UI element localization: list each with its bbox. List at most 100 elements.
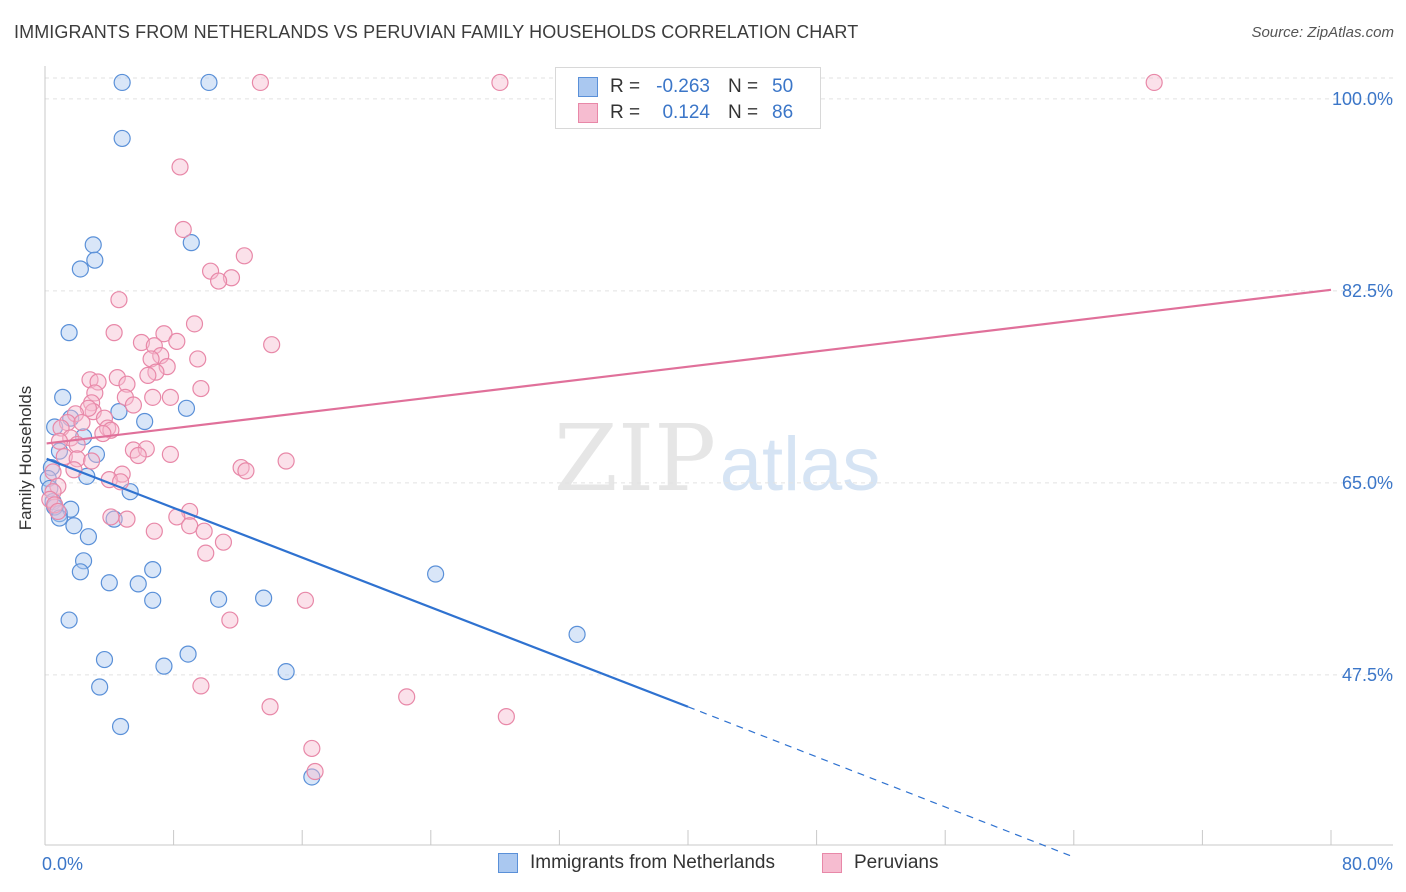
n-label: N = xyxy=(728,76,759,97)
peruvian-point xyxy=(155,325,173,343)
netherlands-point xyxy=(568,625,586,643)
netherlands-point xyxy=(79,528,98,546)
y-tick-label: 100.0% xyxy=(1332,89,1393,109)
peruvian-point xyxy=(83,452,101,470)
axes xyxy=(44,66,1393,846)
peruvian-point xyxy=(41,490,59,508)
peruvian-point xyxy=(1145,73,1163,92)
netherlands-point xyxy=(86,251,104,269)
netherlands-point xyxy=(71,260,89,278)
netherlands-point xyxy=(60,611,78,629)
netherlands-point xyxy=(182,234,200,252)
peruvian-point xyxy=(398,688,416,706)
peruvian-point xyxy=(83,394,101,412)
n-label: N = xyxy=(728,102,759,123)
peruvian-point xyxy=(192,379,210,398)
peruvian-point xyxy=(105,324,123,342)
chart-title: IMMIGRANTS FROM NETHERLANDS VS PERUVIAN … xyxy=(14,22,859,42)
legend-item-netherlands[interactable]: Immigrants from Netherlands xyxy=(498,852,775,874)
peruvian-point xyxy=(235,247,253,265)
peruvian-point xyxy=(118,510,136,528)
peruvian-point xyxy=(73,413,91,432)
stats-row-peruvians: R = 0.124 N = 86 xyxy=(578,101,793,125)
legend-item-peruvians[interactable]: Peruvians xyxy=(822,852,939,874)
netherlands-point xyxy=(74,552,93,570)
peruvian-point xyxy=(124,441,143,459)
peruvian-point xyxy=(139,366,157,385)
chart-source: Source: ZipAtlas.com xyxy=(1251,24,1394,41)
series-legend: Immigrants from Netherlands Peruvians xyxy=(0,852,1406,878)
peruvian-point xyxy=(145,522,163,540)
n-value: 86 xyxy=(772,102,794,123)
peruvian-point xyxy=(171,158,189,176)
netherlands-point xyxy=(144,591,162,609)
netherlands-point xyxy=(113,73,131,92)
peruvian-point xyxy=(251,73,270,92)
peruvian-point xyxy=(221,611,239,629)
netherlands-point xyxy=(210,590,228,608)
peruvian-point xyxy=(129,446,147,465)
peruvian-point xyxy=(145,337,163,355)
peruvian-point xyxy=(124,396,143,414)
netherlands-swatch xyxy=(498,853,518,873)
netherlands-point xyxy=(155,657,173,675)
netherlands-point xyxy=(91,678,109,696)
legend-label: Immigrants from Netherlands xyxy=(530,852,775,873)
peruvian-point xyxy=(118,375,136,393)
peruvian-point xyxy=(185,315,204,333)
peruvian-point xyxy=(195,522,213,540)
legend-label: Peruvians xyxy=(854,852,939,873)
netherlands-swatch xyxy=(578,77,598,97)
netherlands-point xyxy=(144,561,162,579)
peruvian-point xyxy=(152,347,170,365)
peruvian-point xyxy=(108,369,126,387)
netherlands-point xyxy=(71,563,89,581)
stats-row-netherlands: R = -0.263 N = 50 xyxy=(578,75,793,99)
r-label: R = xyxy=(610,76,641,97)
netherlands-point xyxy=(110,403,128,421)
netherlands-point xyxy=(111,717,130,736)
y-tick-label: 65.0% xyxy=(1342,473,1393,493)
peruvian-point xyxy=(94,424,112,443)
peruvian-point xyxy=(102,508,120,526)
peruvian-point xyxy=(49,477,67,495)
y-tick-label: 82.5% xyxy=(1342,281,1393,301)
netherlands-point xyxy=(84,236,102,254)
netherlands-point xyxy=(95,650,114,669)
peruvian-point xyxy=(44,463,62,481)
peruvian-point xyxy=(237,462,255,480)
x-tick-label: 80.0% xyxy=(1342,854,1393,874)
peruvian-point xyxy=(192,677,210,695)
peruvian-point xyxy=(86,384,104,402)
tick-labels: 100.0% 82.5% 65.0% 47.5% 0.0% 80.0% xyxy=(42,89,1393,874)
netherlands-trend-line-extension xyxy=(687,706,1075,858)
peruvian-point xyxy=(174,220,192,239)
watermark-atlas: atlas xyxy=(720,422,881,507)
r-value: -0.263 xyxy=(656,76,710,97)
netherlands-point xyxy=(62,500,80,518)
peruvian-point xyxy=(232,458,250,477)
peruvian-point xyxy=(263,336,281,354)
peruvian-point xyxy=(161,388,179,406)
peruvian-point xyxy=(222,269,241,287)
netherlands-point xyxy=(65,517,83,535)
netherlands-point xyxy=(427,565,445,583)
peruvian-point xyxy=(79,399,98,417)
netherlands-point xyxy=(60,324,78,342)
netherlands-point xyxy=(54,388,72,406)
netherlands-point xyxy=(200,73,218,92)
netherlands-trend-line xyxy=(46,457,689,708)
peruvian-point xyxy=(158,358,176,376)
peruvian-point xyxy=(144,388,162,406)
peruvian-point xyxy=(497,708,515,726)
netherlands-point xyxy=(113,129,131,148)
netherlands-point xyxy=(277,663,295,681)
peruvian-point xyxy=(168,332,186,350)
peruvian-point xyxy=(303,739,321,758)
netherlands-point xyxy=(136,412,154,431)
peruvian-point xyxy=(181,517,199,535)
netherlands-point xyxy=(50,509,69,527)
peruvian-trend-line xyxy=(46,288,1332,445)
r-value: 0.124 xyxy=(662,102,710,123)
